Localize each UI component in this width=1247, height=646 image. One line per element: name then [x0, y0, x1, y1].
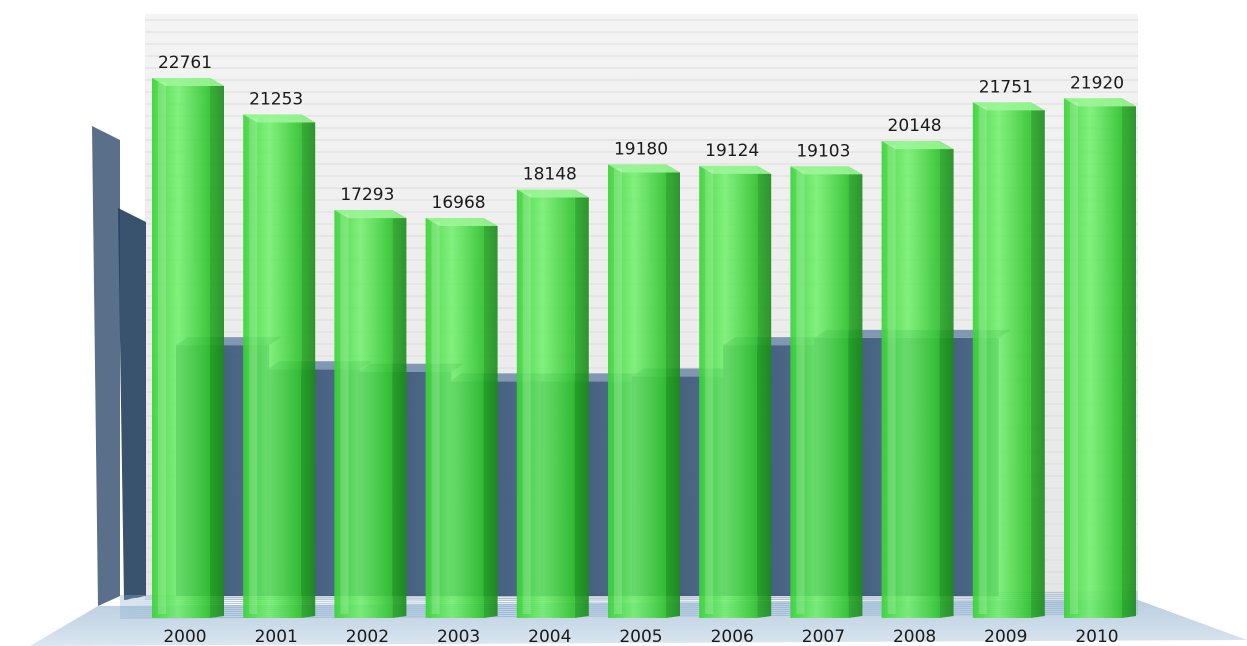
bar-2003 [425, 218, 498, 618]
data-label-2007: 19103 [796, 141, 850, 161]
data-label-2006: 19124 [705, 141, 759, 161]
bar-face [972, 102, 1031, 619]
bar-face [516, 189, 575, 618]
x-axis: 2000 2001 2002 2003 2004 2005 2006 2007 2008 2009… [163, 0, 1247, 646]
bar-top [972, 102, 1045, 111]
data-label-2008: 20148 [888, 116, 942, 136]
data-label-2010: 21920 [1070, 73, 1124, 93]
bar-top [516, 189, 589, 198]
bar-2002 [334, 210, 407, 618]
bar-2010 [1064, 98, 1136, 619]
x-tick-2010: 2010 [1075, 627, 1118, 646]
bar-face [608, 164, 666, 619]
bar-2006 [699, 165, 772, 618]
bar-side [210, 78, 224, 618]
bar-face [1064, 98, 1122, 619]
data-label-2005: 19180 [614, 140, 668, 160]
bar-side [574, 189, 589, 618]
bar-face [790, 166, 849, 618]
bar-highlight [158, 82, 166, 614]
x-tick-2004: 2004 [528, 627, 571, 646]
bar-2000 [152, 78, 224, 618]
bar-2005 [608, 164, 680, 619]
x-tick-2001: 2001 [255, 627, 298, 646]
data-label-2009: 21751 [979, 77, 1033, 97]
bar-face [152, 78, 210, 618]
data-label-2000: 22761 [158, 53, 212, 73]
bar-highlight [522, 193, 531, 614]
side-wall [92, 126, 120, 606]
bar-highlight [614, 168, 622, 615]
bar-top [425, 218, 498, 226]
bar-side [848, 166, 863, 618]
right-margin [1138, 0, 1247, 598]
bar-side [939, 141, 954, 618]
bar-top [608, 164, 680, 173]
bar-2008 [881, 141, 954, 618]
bar-2009 [972, 102, 1045, 619]
bar-face [243, 114, 302, 619]
bar-face [881, 141, 940, 618]
bar-highlight [1070, 102, 1078, 615]
bar-highlight [796, 170, 805, 614]
bar-side [301, 114, 316, 619]
bar-side [757, 165, 772, 618]
x-tick-2003: 2003 [437, 627, 480, 646]
bar-side [1030, 102, 1045, 619]
x-tick-2005: 2005 [619, 627, 662, 646]
bar-side [392, 210, 407, 618]
front-series [152, 78, 1136, 619]
bar-highlight [340, 214, 349, 614]
bar-highlight [431, 222, 440, 614]
bar-top [243, 114, 316, 123]
bar-top [152, 78, 224, 86]
bar-highlight [978, 106, 987, 615]
bar-face [334, 210, 393, 618]
bar-2001 [243, 114, 316, 619]
bar-face [699, 165, 758, 618]
x-tick-2006: 2006 [711, 627, 754, 646]
bar-top [1064, 98, 1136, 107]
bar-side [1122, 98, 1136, 619]
bar-top [334, 210, 407, 219]
bar-highlight [705, 169, 714, 614]
bar-face [425, 218, 484, 618]
bar-2004 [516, 189, 589, 618]
bar-highlight [887, 145, 896, 614]
data-labels: 22761 21253 17293 16968 18148 19180 19124 19103… [158, 53, 1033, 213]
bar-2007 [790, 166, 863, 618]
x-tick-2007: 2007 [802, 627, 845, 646]
bar-top [881, 141, 954, 150]
x-tick-2009: 2009 [984, 627, 1027, 646]
x-tick-2008: 2008 [893, 627, 936, 646]
data-label-2003: 16968 [432, 193, 486, 213]
bar-highlight [249, 118, 258, 615]
x-tick-2002: 2002 [346, 627, 389, 646]
data-label-2002: 17293 [340, 185, 394, 205]
bar-side [483, 218, 498, 618]
bar-top [790, 166, 863, 175]
data-label-2004: 18148 [523, 164, 577, 184]
side-wall-inner [118, 208, 146, 600]
x-tick-2000: 2000 [163, 627, 206, 646]
bar-top [699, 165, 772, 174]
data-label-2001: 21253 [249, 89, 303, 109]
bar-side [666, 164, 680, 619]
